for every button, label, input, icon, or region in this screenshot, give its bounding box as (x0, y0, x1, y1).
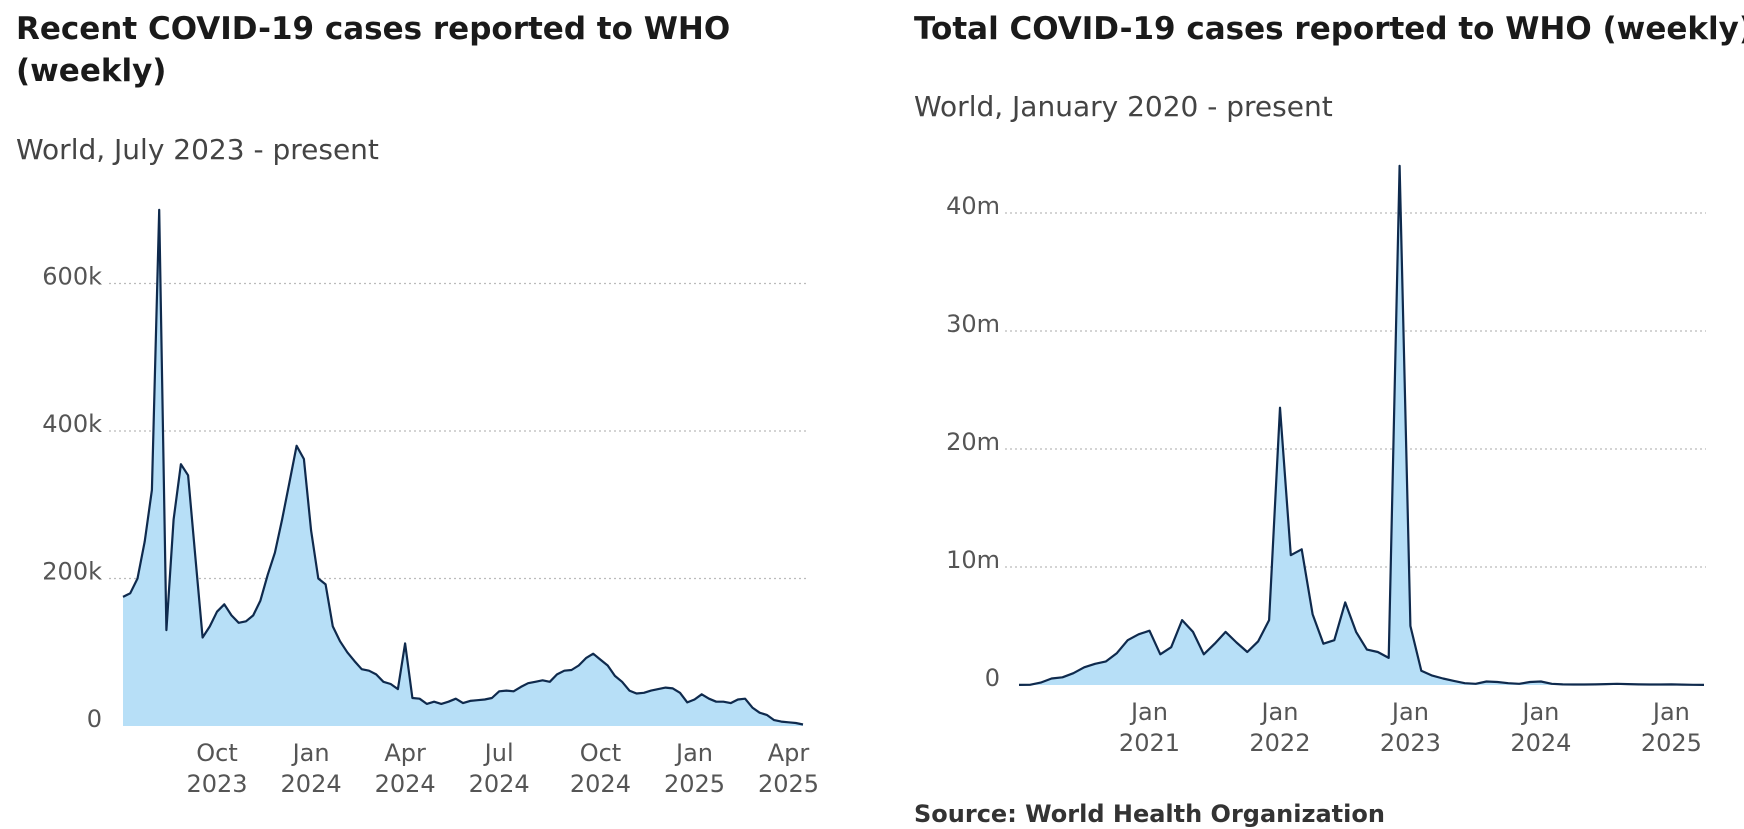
x-tick-label: Jul 2024 (468, 739, 530, 798)
chart-title: Recent COVID-19 cases reported to WHO (w… (16, 11, 731, 89)
chart-title: Total COVID-19 cases reported to WHO (we… (914, 11, 1744, 47)
x-tick-label: Oct 2023 (186, 739, 248, 798)
x-tick-label: Jan 2023 (1379, 698, 1441, 757)
y-tick-label: 40m (946, 192, 1000, 220)
area-line (1018, 164, 1705, 686)
x-tick-label: Jan 2025 (1640, 698, 1702, 757)
y-tick-label: 20m (946, 428, 1000, 456)
x-tick-label: Oct 2024 (569, 739, 631, 798)
area-fill (123, 209, 803, 727)
y-tick-label: 0 (985, 664, 1000, 692)
y-tick-label: 200k (42, 558, 102, 586)
x-tick-label: Apr 2024 (374, 739, 436, 798)
y-tick-label: 30m (946, 310, 1000, 338)
y-tick-label: 400k (42, 410, 102, 438)
y-tick-label: 600k (42, 263, 102, 291)
y-tick-label: 0 (87, 705, 102, 733)
y-tick-label: 10m (946, 546, 1000, 574)
chart-subtitle: World, January 2020 - present (914, 90, 1333, 123)
x-tick-label: Jan 2021 (1118, 698, 1180, 757)
x-tick-label: Apr 2025 (757, 739, 820, 798)
x-tick-label: Jan 2025 (663, 739, 726, 798)
area-fill (1019, 165, 1704, 686)
x-tick-label: Jan 2022 (1249, 698, 1311, 757)
area-line (122, 208, 804, 726)
x-tick-label: Jan 2024 (280, 739, 342, 798)
x-tick-label: Jan 2024 (1510, 698, 1572, 757)
chart-subtitle: World, July 2023 - present (16, 133, 379, 166)
source-note: Source: World Health Organization (914, 800, 1385, 828)
